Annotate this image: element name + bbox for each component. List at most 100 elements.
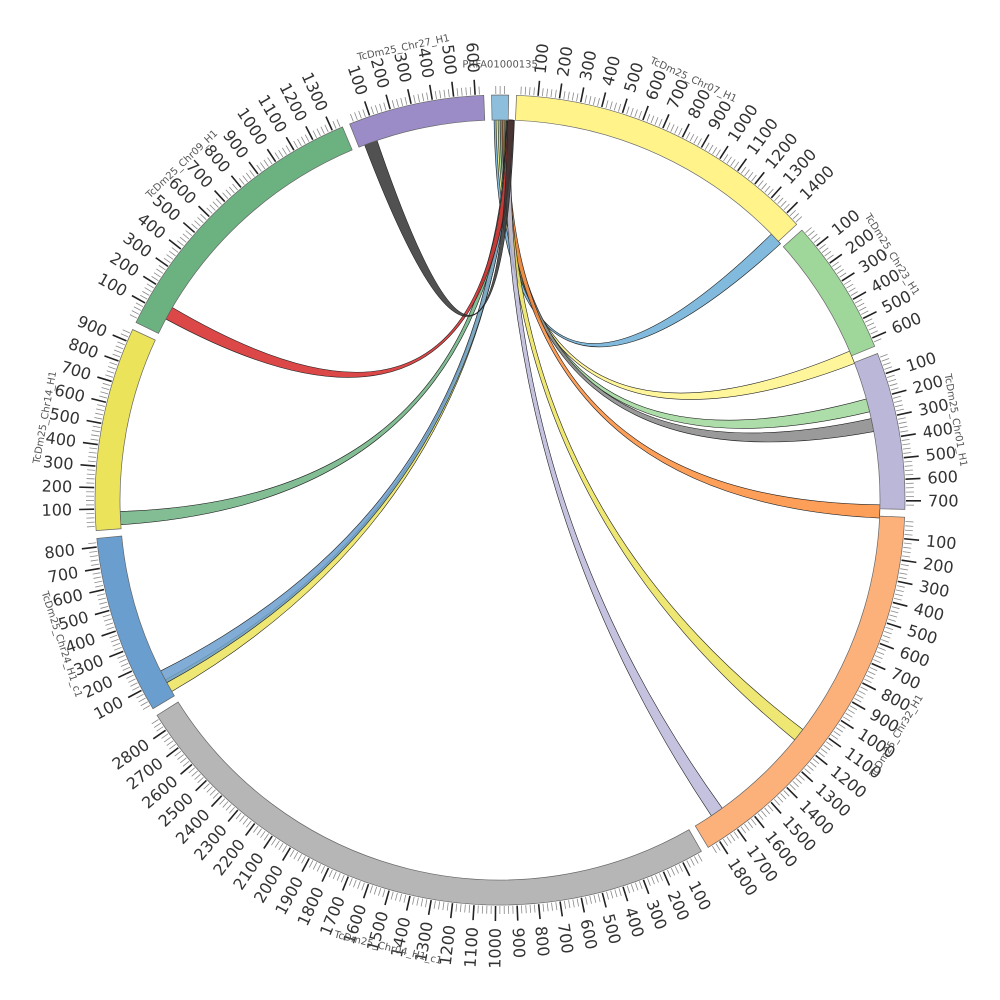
minor-tick bbox=[163, 737, 171, 743]
major-tick bbox=[301, 857, 310, 872]
major-tick bbox=[427, 899, 432, 916]
minor-tick bbox=[867, 670, 876, 676]
major-tick bbox=[816, 235, 829, 247]
major-tick bbox=[786, 201, 799, 214]
major-tick bbox=[362, 883, 370, 899]
minor-tick bbox=[239, 815, 245, 822]
minor-tick bbox=[809, 761, 817, 768]
minor-tick bbox=[132, 686, 140, 691]
minor-tick bbox=[151, 276, 159, 282]
tick-label: 500 bbox=[925, 443, 957, 465]
minor-tick bbox=[297, 854, 302, 862]
tick-label: 1200 bbox=[436, 924, 460, 967]
tick-label: 800 bbox=[531, 925, 553, 957]
major-tick bbox=[406, 89, 412, 105]
minor-tick bbox=[253, 825, 259, 833]
minor-tick bbox=[332, 871, 337, 880]
major-tick bbox=[719, 145, 729, 160]
minor-tick bbox=[113, 349, 122, 354]
major-tick bbox=[681, 123, 690, 138]
minor-tick bbox=[109, 634, 118, 639]
minor-tick bbox=[605, 100, 609, 109]
minor-tick bbox=[789, 784, 796, 791]
minor-tick bbox=[263, 159, 269, 167]
minor-tick bbox=[215, 198, 222, 205]
minor-tick bbox=[426, 92, 429, 101]
minor-tick bbox=[715, 843, 721, 851]
minor-tick bbox=[312, 130, 317, 138]
minor-tick bbox=[670, 124, 675, 132]
minor-tick bbox=[219, 798, 226, 805]
minor-tick bbox=[764, 185, 771, 193]
major-tick bbox=[892, 601, 908, 607]
minor-tick bbox=[179, 757, 187, 764]
major-tick bbox=[662, 871, 671, 886]
minor-tick bbox=[792, 780, 799, 788]
minor-tick bbox=[130, 682, 138, 687]
minor-tick bbox=[694, 856, 699, 864]
major-tick bbox=[879, 642, 895, 650]
minor-tick bbox=[87, 460, 96, 463]
minor-tick bbox=[105, 374, 114, 378]
major-tick bbox=[210, 795, 223, 808]
segment-band bbox=[349, 94, 486, 148]
minor-tick bbox=[138, 697, 146, 703]
major-tick bbox=[230, 175, 242, 188]
major-tick bbox=[248, 161, 259, 175]
minor-tick bbox=[826, 254, 834, 260]
minor-tick bbox=[888, 378, 897, 383]
minor-tick bbox=[774, 194, 781, 202]
major-tick bbox=[862, 682, 877, 691]
minor-tick bbox=[316, 864, 322, 872]
major-tick bbox=[770, 801, 782, 814]
minor-tick bbox=[874, 655, 883, 659]
minor-tick bbox=[320, 865, 325, 874]
minor-tick bbox=[650, 115, 655, 124]
minor-tick bbox=[651, 876, 655, 885]
major-tick bbox=[852, 291, 867, 301]
major-tick bbox=[904, 537, 920, 541]
minor-tick bbox=[597, 98, 600, 107]
minor-tick bbox=[868, 326, 877, 331]
minor-tick bbox=[336, 873, 341, 881]
major-tick bbox=[89, 588, 105, 594]
major-tick bbox=[754, 171, 765, 185]
tick-label: 100 bbox=[344, 63, 372, 98]
minor-tick bbox=[879, 353, 888, 358]
minor-tick bbox=[362, 109, 366, 118]
minor-tick bbox=[206, 207, 213, 214]
minor-tick bbox=[712, 845, 717, 854]
minor-tick bbox=[301, 856, 306, 864]
minor-tick bbox=[90, 559, 99, 562]
minor-tick bbox=[838, 723, 846, 729]
minor-tick bbox=[767, 804, 774, 812]
major-tick bbox=[80, 463, 96, 467]
minor-tick bbox=[232, 183, 238, 191]
tick-label: 400 bbox=[44, 428, 77, 451]
minor-tick bbox=[92, 572, 101, 575]
minor-tick bbox=[425, 899, 428, 908]
minor-tick bbox=[200, 213, 207, 220]
minor-tick bbox=[246, 820, 252, 828]
major-tick bbox=[112, 334, 127, 342]
minor-tick bbox=[114, 646, 122, 651]
link-ribbon bbox=[364, 119, 515, 317]
major-tick bbox=[841, 272, 855, 282]
minor-tick bbox=[823, 744, 831, 751]
minor-tick bbox=[824, 250, 832, 257]
minor-tick bbox=[820, 748, 828, 754]
minor-tick bbox=[278, 149, 284, 158]
minor-tick bbox=[898, 421, 907, 424]
major-tick bbox=[473, 79, 476, 95]
major-tick bbox=[580, 897, 586, 913]
minor-tick bbox=[639, 881, 643, 889]
minor-tick bbox=[850, 291, 858, 296]
tick-label: 100 bbox=[904, 348, 939, 376]
minor-tick bbox=[697, 854, 703, 862]
major-tick bbox=[82, 441, 98, 446]
tick-label: 600 bbox=[462, 42, 483, 74]
minor-tick bbox=[773, 799, 780, 806]
minor-tick bbox=[320, 126, 325, 135]
major-tick bbox=[86, 419, 102, 425]
minor-tick bbox=[780, 793, 787, 800]
